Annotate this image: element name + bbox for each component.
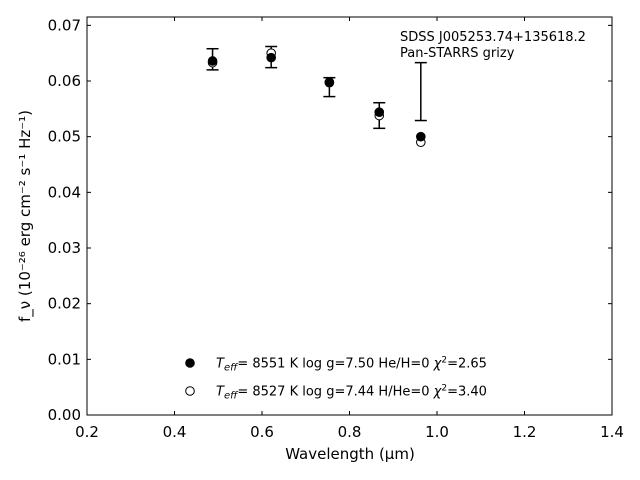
y-tick-label: 0.06 [48, 72, 81, 90]
legend-marker-filled [185, 358, 195, 368]
legend-label: Teff= 8527 K log g=7.44 H/He=0 χ2=3.40 [216, 384, 487, 402]
y-tick-label: 0.03 [48, 239, 81, 257]
x-tick-label: 0.2 [75, 423, 99, 441]
point-filled-model [207, 56, 218, 66]
point-filled-model [324, 77, 335, 87]
y-axis: 0.00 0.01 0.02 0.03 0.04 0.05 0.06 0.07 [48, 16, 612, 424]
point-filled-model [374, 107, 385, 117]
axes-frame [86, 16, 613, 416]
legend-label: Teff= 8551 K log g=7.50 He/H=0 χ2=2.65 [216, 356, 487, 374]
x-tick-label: 0.8 [338, 423, 362, 441]
legend-marker-open [185, 386, 195, 396]
annotation-survey: Pan-STARRS grizy [400, 46, 515, 61]
y-tick-label: 0.02 [48, 295, 81, 313]
y-tick-label: 0.01 [48, 350, 81, 368]
y-tick-label: 0.00 [48, 406, 81, 424]
x-tick-label: 1.4 [600, 423, 624, 441]
point-filled-model [266, 52, 276, 63]
x-axis: 0.2 0.4 0.6 0.8 1.0 1.2 1.4 [75, 17, 624, 441]
error-bar [414, 61, 427, 122]
x-axis-label: Wavelength (μm) [285, 445, 415, 463]
annotation-object-name: SDSS J005253.74+135618.2 [400, 30, 586, 45]
y-tick-label: 0.07 [48, 16, 81, 34]
data-points [207, 48, 426, 148]
y-axis-label: f_ν (10⁻²⁶ erg cm⁻² s⁻¹ Hz⁻¹) [16, 110, 35, 322]
x-tick-label: 0.6 [250, 423, 274, 441]
y-tick-label: 0.04 [48, 183, 81, 201]
error-bars [206, 45, 427, 130]
x-tick-label: 0.4 [163, 423, 187, 441]
plot-frame [86, 16, 613, 416]
x-tick-label: 1.2 [513, 423, 537, 441]
legend: Teff= 8551 K log g=7.50 He/H=0 χ2=2.65 Te… [185, 356, 487, 402]
point-filled-model [416, 131, 426, 142]
x-tick-label: 1.0 [425, 423, 449, 441]
y-tick-label: 0.05 [48, 128, 81, 146]
